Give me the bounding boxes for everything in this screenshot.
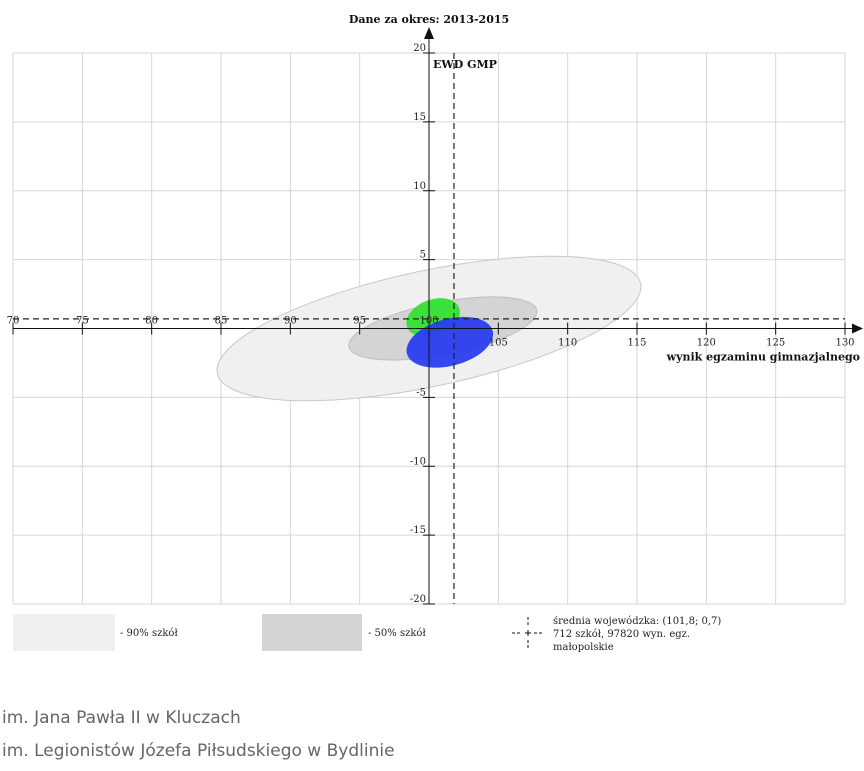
legend-label-90: - 90% szkół (120, 628, 178, 639)
y-tick-label: 10 (413, 181, 426, 192)
x-tick-label: 100 (419, 316, 438, 327)
chart-title: Dane za okres: 2013-2015 (349, 13, 509, 26)
y-tick-label: 5 (420, 250, 426, 261)
x-tick-label: 90 (284, 316, 297, 327)
y-tick-label: -15 (410, 525, 426, 536)
legend-mean-line3: małopolskie (553, 642, 614, 653)
legend-mean-line2: 712 szkół, 97820 wyn. egz. (553, 629, 690, 640)
mean-cross-icon (512, 617, 544, 649)
x-tick-label: 70 (7, 316, 20, 327)
x-tick-label: 105 (489, 338, 508, 349)
x-tick-label: 125 (766, 338, 785, 349)
legend-mean-line1: średnia wojewódzka: (101,8; 0,7) (553, 616, 721, 627)
legend-swatch-50 (262, 614, 362, 651)
x-tick-label: 115 (627, 338, 646, 349)
x-tick-label: 75 (76, 316, 89, 327)
x-axis-arrow (852, 323, 863, 334)
y-tick-label: -5 (416, 387, 426, 398)
x-axis-label: wynik egzaminu gimnazjalnego (666, 351, 860, 364)
school-ellipse-bydlinie (406, 316, 494, 368)
legend: - 90% szkół - 50% szkół średnia wojewódz… (13, 614, 721, 653)
school-list-item-bydlinie[interactable]: im. Legionistów Józefa Piłsudskiego w By… (2, 741, 395, 761)
x-tick-label: 110 (558, 338, 577, 349)
y-tick-label: 20 (413, 43, 426, 54)
x-tick-label: 80 (145, 316, 158, 327)
y-axis-arrow (424, 27, 434, 39)
y-axis-label: EWD GMP (433, 58, 497, 71)
legend-swatch-90 (13, 614, 115, 651)
x-tick-label: 120 (697, 338, 716, 349)
axes (13, 27, 863, 604)
y-tick-label: 15 (413, 112, 426, 123)
y-tick-label: -10 (410, 456, 426, 467)
x-tick-label: 130 (835, 338, 854, 349)
y-tick-label: -20 (410, 594, 426, 605)
x-tick-label: 95 (353, 316, 366, 327)
x-tick-label: 85 (215, 316, 228, 327)
school-list-item-kluczach[interactable]: im. Jana Pawła II w Kluczach (2, 708, 241, 728)
legend-label-50: - 50% szkół (368, 628, 426, 639)
